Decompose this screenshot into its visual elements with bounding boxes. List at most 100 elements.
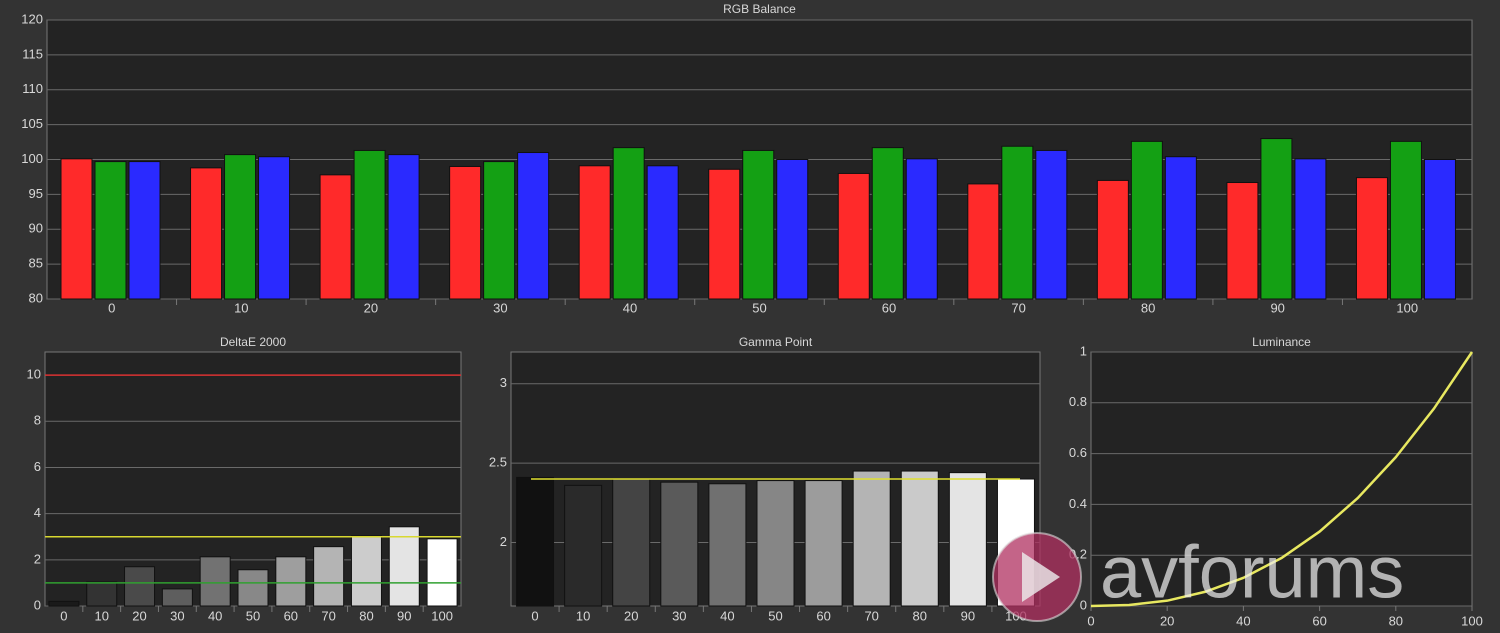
x-tick-label: 10 (576, 608, 590, 623)
x-tick-label: 40 (623, 300, 637, 315)
x-tick-label: 20 (132, 608, 146, 623)
bar (708, 168, 741, 300)
y-tick-label: 0 (34, 597, 41, 612)
bar (708, 483, 747, 607)
bar (756, 480, 795, 607)
y-tick-label: 85 (29, 256, 43, 271)
x-tick-label: 0 (1087, 613, 1094, 628)
bar (1423, 159, 1456, 300)
x-tick-label: 60 (1312, 613, 1326, 628)
bar (1260, 138, 1293, 300)
x-tick-label: 90 (961, 608, 975, 623)
bar (1001, 145, 1034, 300)
y-tick-label: 90 (29, 221, 43, 236)
y-tick-label: 100 (21, 151, 43, 166)
bar (94, 161, 127, 300)
bar (313, 546, 345, 607)
x-tick-label: 90 (1270, 300, 1284, 315)
y-tick-label: 105 (21, 116, 43, 131)
x-tick-label: 30 (672, 608, 686, 623)
y-tick-label: 120 (21, 11, 43, 26)
bar (275, 556, 307, 607)
y-tick-label: 3 (500, 375, 507, 390)
logo-play (1022, 552, 1060, 602)
bar (124, 566, 156, 607)
x-tick-label: 70 (864, 608, 878, 623)
bar (517, 152, 550, 300)
bar (564, 484, 603, 607)
bar (86, 581, 118, 607)
bar (483, 161, 516, 300)
y-tick-label: 95 (29, 186, 43, 201)
chart-title: Gamma Point (739, 335, 813, 349)
bar (426, 538, 458, 607)
y-tick-label: 8 (34, 413, 41, 428)
x-tick-label: 50 (246, 608, 260, 623)
x-tick-label: 50 (752, 300, 766, 315)
bar (128, 161, 161, 300)
x-tick-label: 20 (1160, 613, 1174, 628)
bar (60, 158, 93, 300)
y-tick-label: 4 (34, 505, 41, 520)
y-tick-label: 115 (22, 46, 43, 61)
x-tick-label: 100 (431, 608, 453, 623)
line (1090, 351, 1474, 608)
bar (1035, 149, 1068, 300)
bar (612, 478, 651, 607)
bar (258, 156, 291, 300)
x-tick-label: 40 (720, 608, 734, 623)
bar (224, 154, 257, 300)
x-tick-label: 30 (493, 300, 507, 315)
bar (388, 526, 420, 607)
x-tick-label: 60 (882, 300, 896, 315)
bar (199, 556, 231, 607)
bar (1096, 179, 1129, 300)
x-tick-label: 40 (208, 608, 222, 623)
x-tick-label: 50 (768, 608, 782, 623)
x-tick-label: 80 (1389, 613, 1403, 628)
x-tick-label: 80 (1141, 300, 1155, 315)
bar (948, 472, 987, 607)
y-tick-label: 2 (34, 551, 41, 566)
x-tick-label: 60 (284, 608, 298, 623)
bar (353, 149, 386, 300)
bar (237, 569, 269, 607)
bar (387, 154, 420, 300)
bar (350, 535, 382, 607)
bar (776, 159, 809, 300)
y-tick-label: 110 (22, 81, 43, 96)
bar (646, 165, 679, 300)
bar (837, 172, 870, 300)
x-tick-label: 0 (60, 608, 67, 623)
bar (905, 158, 938, 300)
y-tick-label: 0 (1080, 597, 1087, 612)
chart-title: RGB Balance (723, 2, 796, 16)
x-tick-label: 80 (359, 608, 373, 623)
bar (161, 588, 193, 607)
x-tick-label: 0 (108, 300, 115, 315)
bar (1355, 177, 1388, 300)
bar (612, 147, 645, 300)
x-tick-label: 80 (913, 608, 927, 623)
x-tick-label: 60 (816, 608, 830, 623)
y-tick-label: 0.6 (1069, 445, 1087, 460)
x-tick-label: 10 (94, 608, 108, 623)
bar (48, 600, 80, 607)
x-tick-label: 100 (1396, 300, 1418, 315)
bar (804, 480, 843, 607)
x-tick-label: 20 (624, 608, 638, 623)
bar (1226, 182, 1259, 300)
bar (660, 481, 699, 607)
y-tick-label: 2 (500, 534, 507, 549)
bar (852, 470, 891, 607)
bar (578, 165, 611, 300)
bar (967, 183, 1000, 300)
y-tick-label: 10 (27, 367, 41, 382)
bar (1294, 158, 1327, 300)
bar (871, 147, 904, 300)
chart-title: Luminance (1252, 335, 1311, 349)
y-tick-label: 0.8 (1069, 394, 1087, 409)
y-tick-label: 6 (34, 459, 41, 474)
x-tick-label: 0 (531, 608, 538, 623)
